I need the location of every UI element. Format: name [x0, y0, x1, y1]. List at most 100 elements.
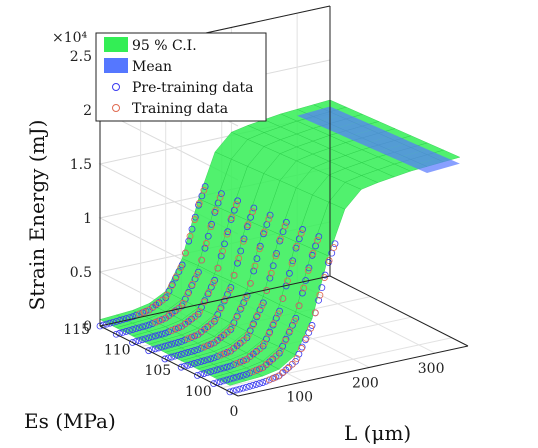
- training-point: [281, 337, 289, 345]
- training-point: [198, 328, 206, 335]
- training-point: [200, 343, 208, 351]
- pretraining-point: [188, 282, 196, 290]
- pretraining-point: [172, 274, 179, 282]
- axis-edge: [99, 275, 331, 327]
- pretraining-point: [234, 197, 242, 205]
- pretraining-point: [119, 316, 127, 323]
- pretraining-point: [221, 240, 228, 248]
- training-point: [235, 254, 243, 262]
- pretraining-point: [142, 322, 150, 330]
- training-point: [233, 359, 241, 367]
- pretraining-point: [220, 364, 228, 372]
- pretraining-point: [185, 288, 192, 296]
- training-point: [293, 355, 301, 362]
- training-point: [254, 366, 262, 374]
- pretraining-point: [256, 306, 264, 314]
- training-point: [275, 372, 282, 380]
- training-point: [314, 236, 321, 244]
- training-point: [238, 358, 245, 365]
- pretraining-point: [226, 362, 234, 370]
- pretraining-point: [187, 348, 195, 355]
- pretraining-point: [201, 183, 209, 190]
- training-point: [161, 314, 169, 322]
- pretraining-point: [234, 259, 241, 267]
- training-point: [279, 368, 287, 376]
- pretraining-point: [129, 339, 136, 346]
- axis-edge: [329, 275, 469, 347]
- training-point: [195, 199, 203, 207]
- pretraining-point: [151, 345, 159, 353]
- pretraining-point: [239, 371, 247, 379]
- x-tick-label: 100: [286, 390, 313, 406]
- training-point: [309, 250, 317, 257]
- pretraining-point: [252, 381, 260, 388]
- pretraining-point: [204, 232, 212, 240]
- training-point: [198, 256, 206, 264]
- pretraining-point: [220, 377, 227, 385]
- training-point: [177, 323, 185, 331]
- axis-edge: [99, 325, 239, 397]
- training-point: [288, 259, 296, 267]
- pretraining-point: [174, 338, 182, 346]
- data-points: [96, 183, 339, 396]
- training-point: [281, 222, 289, 230]
- y-axis-label: Es (MPa): [24, 409, 116, 433]
- pretraining-point: [321, 271, 329, 279]
- training-point: [256, 345, 264, 353]
- mean-surface-patch: [329, 120, 379, 138]
- training-point: [217, 351, 225, 359]
- training-point: [297, 229, 305, 237]
- training-point: [214, 264, 222, 272]
- pretraining-point: [119, 328, 127, 336]
- training-point: [277, 346, 285, 354]
- pretraining-point: [269, 262, 277, 270]
- training-point: [277, 235, 284, 243]
- z-tick-label: 1: [83, 211, 92, 227]
- training-point: [247, 352, 255, 360]
- pretraining-point: [237, 247, 245, 255]
- pretraining-point: [197, 344, 205, 352]
- pretraining-point: [207, 283, 215, 291]
- pretraining-point: [181, 336, 189, 344]
- axis-edge: [237, 345, 469, 397]
- pretraining-point: [279, 342, 287, 350]
- training-point: [173, 325, 180, 332]
- pretraining-point: [223, 363, 231, 371]
- pretraining-point: [217, 365, 224, 373]
- training-point: [251, 348, 259, 356]
- training-point: [170, 308, 178, 316]
- pretraining-point: [214, 311, 222, 318]
- pretraining-point: [286, 269, 293, 277]
- legend-training-marker: [112, 104, 120, 112]
- pretraining-point: [230, 319, 238, 327]
- training-point: [184, 290, 192, 298]
- pretraining-point: [139, 323, 146, 331]
- training-point: [205, 341, 213, 349]
- training-point: [258, 364, 266, 372]
- training-point: [184, 335, 192, 343]
- training-point: [223, 328, 231, 336]
- training-point: [212, 207, 219, 214]
- training-point: [288, 360, 296, 368]
- pretraining-point: [194, 346, 202, 354]
- pretraining-point: [158, 343, 166, 351]
- pretraining-point: [181, 349, 189, 357]
- y-tick-label: 105: [144, 363, 171, 379]
- pretraining-point: [259, 379, 267, 386]
- pretraining-point: [282, 218, 290, 226]
- x-tick-label: 200: [352, 375, 379, 391]
- pretraining-point: [204, 290, 212, 298]
- training-point: [244, 331, 252, 339]
- training-point: [311, 309, 319, 317]
- pretraining-point: [207, 355, 215, 363]
- training-point: [233, 313, 240, 321]
- training-point: [179, 299, 187, 307]
- pretraining-point: [230, 361, 237, 369]
- pretraining-point: [145, 347, 153, 355]
- pretraining-point: [171, 352, 179, 360]
- pretraining-point: [203, 369, 211, 377]
- training-point: [163, 291, 171, 299]
- pretraining-point: [184, 361, 192, 369]
- training-point: [228, 214, 236, 222]
- x-tick-label: 300: [418, 361, 445, 377]
